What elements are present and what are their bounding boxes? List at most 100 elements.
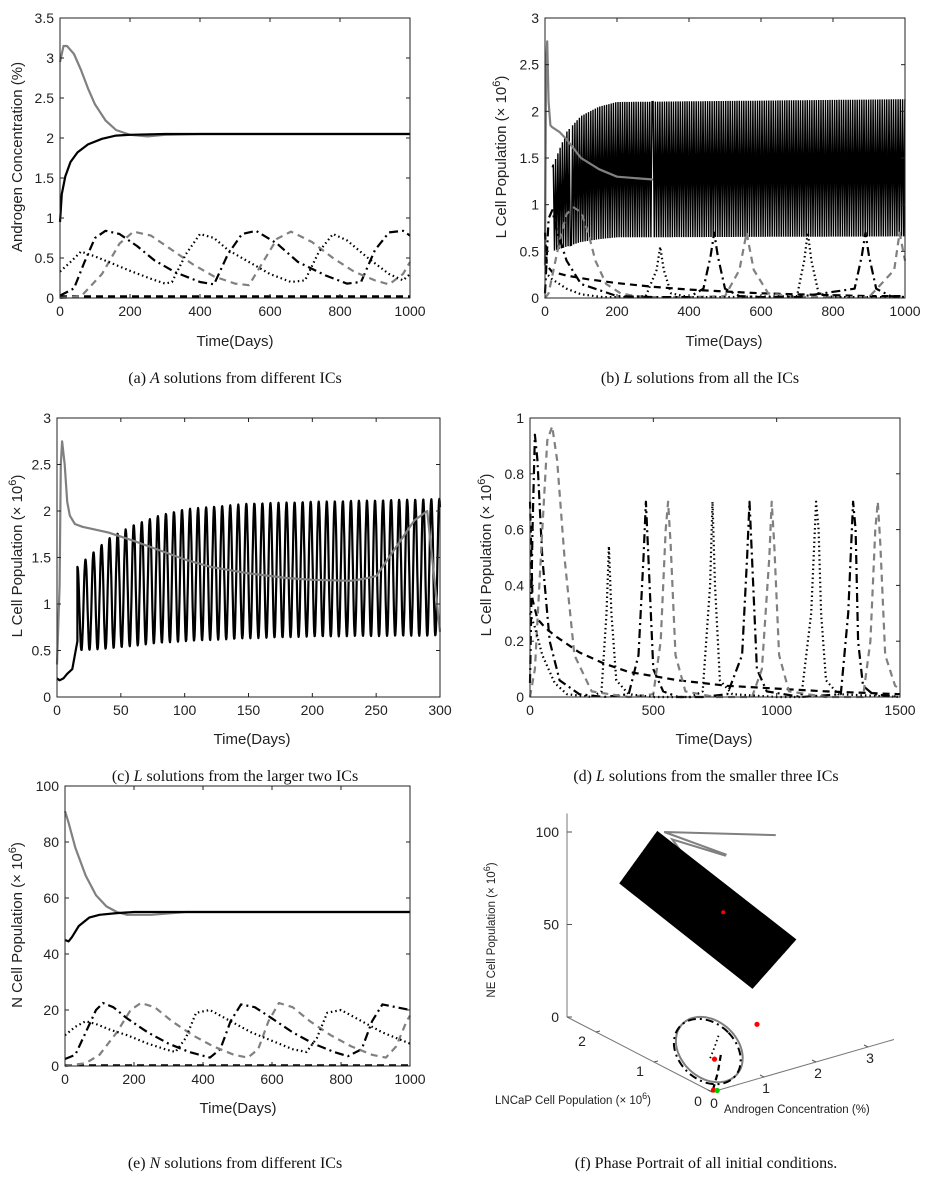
panel-d: 0 500 1000 1500 0 0.2 0.4 0.6 0.8 1 Time(Days) L … bbox=[476, 410, 916, 785]
caption-a: (a) A solutions from different ICs bbox=[128, 370, 341, 387]
panel-f: 0 1 2 3 0 1 2 0 50 100 NE Cell Population (× 106)… bbox=[482, 813, 895, 1172]
xlabel-d: Time(Days) bbox=[676, 731, 753, 748]
series-line-d-2 bbox=[528, 425, 901, 699]
y-tick-label-d: 0.8 bbox=[505, 466, 525, 482]
x-tick-label-e: 200 bbox=[122, 1071, 146, 1087]
x-tick-label-b: 800 bbox=[821, 303, 845, 319]
series-line-d-1 bbox=[528, 433, 901, 699]
y-tick-label-d: 0.6 bbox=[505, 522, 525, 538]
xlabel-e: Time(Days) bbox=[200, 1100, 277, 1117]
ylabel-f: LNCaP Cell Population (× 106) bbox=[495, 1091, 651, 1107]
y-tick-label-a: 0 bbox=[46, 290, 54, 306]
plot-d-axes: 0 500 1000 1500 0 0.2 0.4 0.6 0.8 1 bbox=[505, 410, 916, 718]
panel-e: 0 200 400 600 800 1000 0 20 40 60 80 100 Time(Days)… bbox=[7, 778, 426, 1172]
ylabel-a: Androgen Concentration (%) bbox=[9, 62, 26, 252]
x-tick-label-c: 0 bbox=[53, 702, 61, 718]
equilibrium-point-red-f bbox=[754, 1021, 760, 1027]
axes-frame-d bbox=[529, 417, 901, 698]
y-tick-label-d: 0.2 bbox=[505, 633, 525, 649]
panel-b: 0 200 400 600 800 1000 0 0.5 1 1.5 2 2.5 3 Time(Days… bbox=[491, 10, 921, 387]
plot-a-axes: 0 200 400 600 800 1000 0 0.5 1 1.5 2 2.5 3 3.5 bbox=[35, 10, 426, 319]
y-tick-label-e: 40 bbox=[43, 946, 59, 962]
limit-cycle-small-black-f bbox=[672, 1017, 742, 1086]
y-tick-label-c: 3 bbox=[43, 410, 51, 426]
plot-b-axes: 0 200 400 600 800 1000 0 0.5 1 1.5 2 2.5 3 bbox=[520, 10, 921, 319]
panel-a: 0 200 400 600 800 1000 0 0.5 1 1.5 2 2.5 3 3.5 Time(D… bbox=[9, 10, 426, 387]
y-tick-label-f: 0 bbox=[694, 1093, 702, 1109]
x-tick-label-b: 400 bbox=[677, 303, 701, 319]
y-tick-label-b: 0 bbox=[531, 290, 539, 306]
y-tick-label-c: 1.5 bbox=[32, 550, 52, 566]
x-tick-label-c: 250 bbox=[364, 702, 388, 718]
caption-d: (d) L solutions from the smaller three I… bbox=[573, 768, 838, 785]
x-tick-label-c: 100 bbox=[173, 702, 197, 718]
equilibrium-point-red-f bbox=[710, 1087, 717, 1093]
y-tick-label-b: 1 bbox=[531, 197, 539, 213]
y-tick-label-f: 2 bbox=[578, 1033, 586, 1049]
trajectory-dotted-f bbox=[709, 1032, 721, 1059]
y-tick-label-e: 80 bbox=[43, 834, 59, 850]
y-tick-label-c: 2.5 bbox=[32, 457, 52, 473]
plot-e-series bbox=[63, 810, 411, 1068]
x-tick-label-d: 500 bbox=[642, 702, 666, 718]
y-tick-label-e: 20 bbox=[43, 1002, 59, 1018]
y-tick-label-a: 2.5 bbox=[35, 90, 55, 106]
zlabel-f: NE Cell Population (× 106) bbox=[482, 862, 498, 997]
series-line-e-5 bbox=[64, 1008, 411, 1054]
x-tick-mark-f bbox=[707, 1089, 713, 1093]
x-tick-label-c: 200 bbox=[301, 702, 325, 718]
y-tick-label-d: 0 bbox=[516, 689, 524, 705]
equilibrium-point-red-f bbox=[711, 1056, 718, 1062]
series-line-a-1 bbox=[58, 132, 410, 223]
y-tick-label-b: 0.5 bbox=[520, 243, 540, 259]
x-tick-label-b: 200 bbox=[605, 303, 629, 319]
ylabel-b: L Cell Population (× 106) bbox=[491, 76, 510, 239]
y-tick-label-e: 0 bbox=[51, 1058, 59, 1074]
x-tick-label-a: 0 bbox=[56, 303, 64, 319]
series-line-e-3 bbox=[64, 1001, 411, 1061]
ylabel-e: N Cell Population (× 106) bbox=[7, 842, 26, 1008]
caption-c: (c) L solutions from the larger two ICs bbox=[112, 768, 358, 785]
plot-b-series bbox=[543, 40, 907, 299]
x-tick-label-c: 50 bbox=[113, 702, 129, 718]
plot-c-series bbox=[55, 440, 442, 682]
y-axis-f bbox=[566, 1016, 713, 1093]
series-line-e-1 bbox=[64, 910, 410, 943]
limit-cycle-band-f bbox=[619, 830, 797, 989]
y-tick-label-a: 1.5 bbox=[35, 170, 55, 186]
y-tick-label-a: 0.5 bbox=[35, 250, 55, 266]
series-line-d-0 bbox=[528, 501, 901, 696]
series-line-a-5 bbox=[59, 232, 411, 285]
y-tick-label-b: 2 bbox=[531, 103, 539, 119]
z-tick-label-f: 100 bbox=[536, 824, 560, 840]
x-tick-label-b: 0 bbox=[541, 303, 549, 319]
x-tick-label-d: 1000 bbox=[761, 702, 792, 718]
plot-c-axes: 0 50 100 150 200 250 300 0 0.5 1 1.5 2 2.5 3 bbox=[32, 410, 452, 718]
x-tick-label-c: 150 bbox=[237, 702, 261, 718]
y-tick-label-f: 1 bbox=[636, 1063, 644, 1079]
caption-f: (f) Phase Portrait of all initial condit… bbox=[575, 1155, 838, 1172]
xlabel-c: Time(Days) bbox=[214, 731, 291, 748]
y-tick-label-b: 2.5 bbox=[520, 57, 540, 73]
series-oscillation-c bbox=[56, 497, 442, 682]
panel-c: 0 50 100 150 200 250 300 0 0.5 1 1.5 2 2.5 3 Time(Day… bbox=[7, 410, 452, 785]
x-tick-label-a: 600 bbox=[258, 303, 282, 319]
y-tick-label-d: 1 bbox=[516, 410, 524, 426]
axes-frame-e bbox=[64, 785, 411, 1067]
series-line-d-3 bbox=[528, 500, 901, 699]
x-tick-label-c: 300 bbox=[428, 702, 452, 718]
plot-f-3d: 0 1 2 3 0 1 2 0 50 100 bbox=[536, 813, 895, 1111]
series-line-e-4 bbox=[64, 1001, 411, 1068]
x-tick-mark-f bbox=[759, 1074, 765, 1078]
x-tick-label-b: 600 bbox=[749, 303, 773, 319]
series-line-b-2 bbox=[544, 206, 907, 299]
series-line-b-0 bbox=[543, 40, 654, 266]
xlabel-b: Time(Days) bbox=[686, 333, 763, 350]
x-tick-mark-f bbox=[863, 1044, 869, 1048]
x-tick-label-b: 1000 bbox=[889, 303, 920, 319]
xlabel-f: Androgen Concentration (%) bbox=[724, 1104, 870, 1116]
caption-e: (e) N solutions from different ICs bbox=[128, 1155, 342, 1172]
series-line-c-0 bbox=[55, 440, 442, 665]
ylabel-c: L Cell Population (× 106) bbox=[7, 475, 26, 638]
